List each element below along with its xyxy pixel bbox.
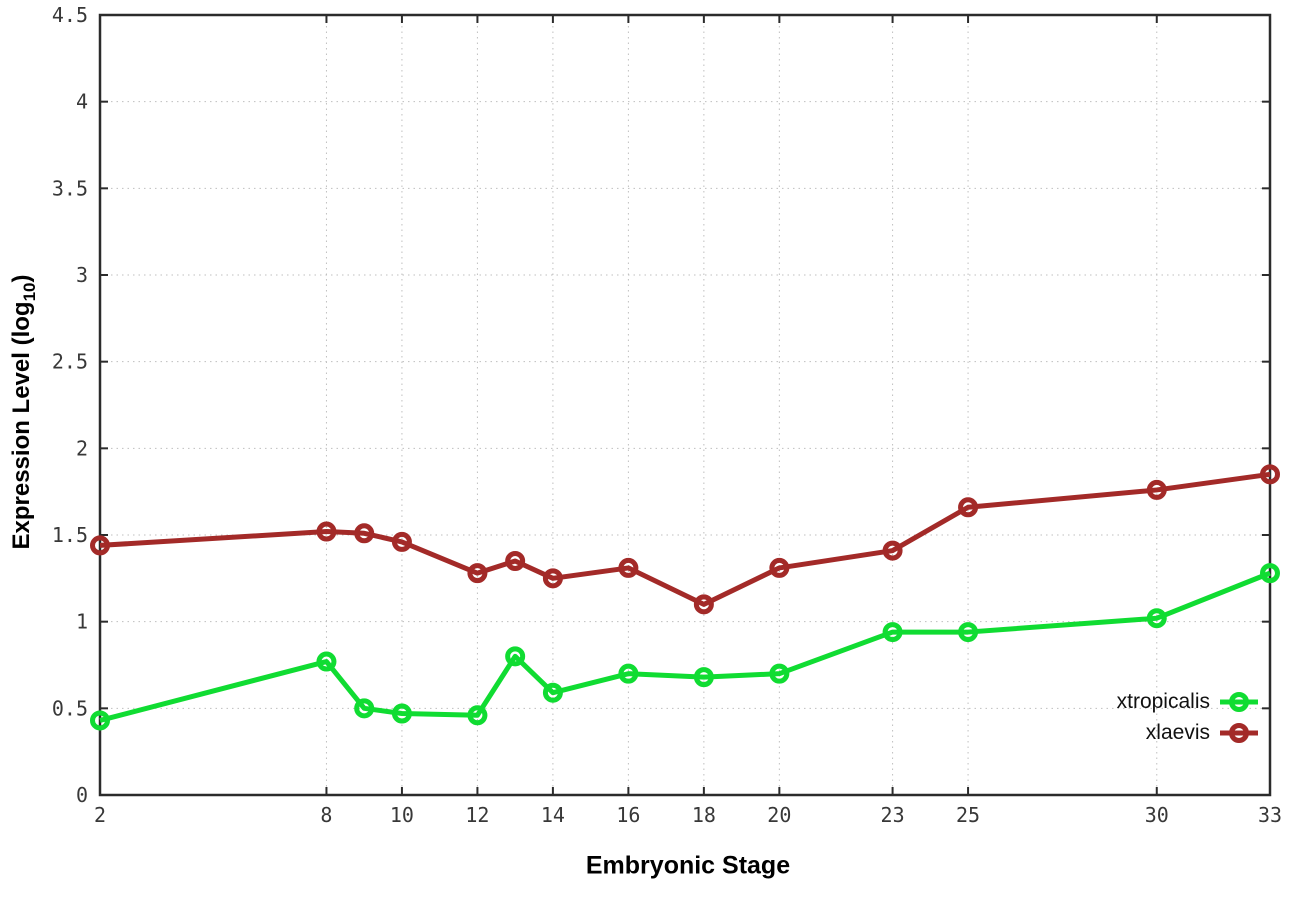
y-tick-label: 1	[76, 610, 88, 634]
x-tick-label: 33	[1258, 803, 1282, 827]
data-point-xtropicalis	[391, 703, 412, 724]
data-point-xtropicalis	[769, 663, 790, 684]
x-tick-label: 18	[692, 803, 716, 827]
x-axis-title: Embryonic Stage	[585, 851, 791, 880]
y-tick-label: 0.5	[52, 696, 88, 720]
x-tick-label: 30	[1145, 803, 1169, 827]
data-point-xtropicalis	[467, 705, 488, 726]
data-point-xlaevis	[354, 523, 375, 544]
data-point-xtropicalis	[1260, 563, 1280, 584]
data-point-xlaevis	[391, 531, 412, 552]
data-point-xtropicalis	[693, 667, 714, 688]
y-axis-title-text: Expression Level (log	[8, 301, 36, 550]
data-point-xtropicalis	[505, 646, 526, 667]
data-point-xtropicalis	[618, 663, 639, 684]
data-point-xlaevis	[1260, 464, 1280, 485]
data-point-xlaevis	[693, 594, 714, 615]
data-point-xtropicalis	[316, 651, 337, 672]
y-axis-title-close: )	[8, 274, 36, 283]
legend-item-xtropicalis: xtropicalis	[1117, 686, 1258, 717]
legend-marker-xtropicalis-icon	[1220, 691, 1258, 712]
y-tick-label: 2	[76, 436, 88, 460]
legend-label-xlaevis: xlaevis	[1145, 720, 1210, 744]
x-tick-label: 23	[881, 803, 905, 827]
data-point-xlaevis	[542, 568, 563, 589]
data-point-xtropicalis	[1146, 608, 1167, 629]
x-tick-label: 12	[465, 803, 489, 827]
data-point-xlaevis	[618, 557, 639, 578]
data-point-xlaevis	[467, 563, 488, 584]
x-tick-label: 16	[616, 803, 640, 827]
data-point-xlaevis	[958, 497, 979, 518]
y-tick-label: 3.5	[52, 176, 88, 200]
x-tick-label: 10	[390, 803, 414, 827]
data-point-xtropicalis	[882, 622, 903, 643]
data-point-xtropicalis	[90, 710, 110, 731]
y-axis-title: Expression Level (log10)	[8, 275, 40, 550]
y-tick-label: 0	[76, 783, 88, 807]
y-tick-label: 3	[76, 263, 88, 287]
y-tick-label: 2.5	[52, 350, 88, 374]
legend: xtropicalis xlaevis	[1117, 686, 1258, 748]
y-axis-title-subscript: 10	[19, 282, 39, 302]
y-tick-label: 4.5	[52, 3, 88, 27]
legend-label-xtropicalis: xtropicalis	[1116, 689, 1210, 713]
data-point-xtropicalis	[958, 622, 979, 643]
data-point-xlaevis	[1146, 479, 1167, 500]
data-point-xtropicalis	[542, 682, 563, 703]
x-tick-label: 14	[541, 803, 565, 827]
data-point-xlaevis	[505, 551, 526, 571]
y-tick-label: 1.5	[52, 523, 88, 547]
data-point-xlaevis	[316, 521, 337, 542]
plot-border	[98, 13, 1272, 797]
x-tick-label: 25	[956, 803, 980, 827]
x-tick-label: 2	[94, 803, 106, 827]
legend-marker-xlaevis-icon	[1220, 722, 1258, 743]
x-tick-label: 8	[320, 803, 332, 827]
y-tick-label: 4	[76, 90, 88, 114]
data-point-xtropicalis	[354, 698, 375, 719]
data-point-xlaevis	[769, 557, 790, 578]
data-point-xlaevis	[90, 535, 110, 556]
legend-item-xlaevis: xlaevis	[1117, 717, 1258, 748]
data-point-xlaevis	[882, 540, 903, 561]
series-line-xlaevis	[99, 471, 1271, 607]
x-tick-label: 20	[767, 803, 791, 827]
